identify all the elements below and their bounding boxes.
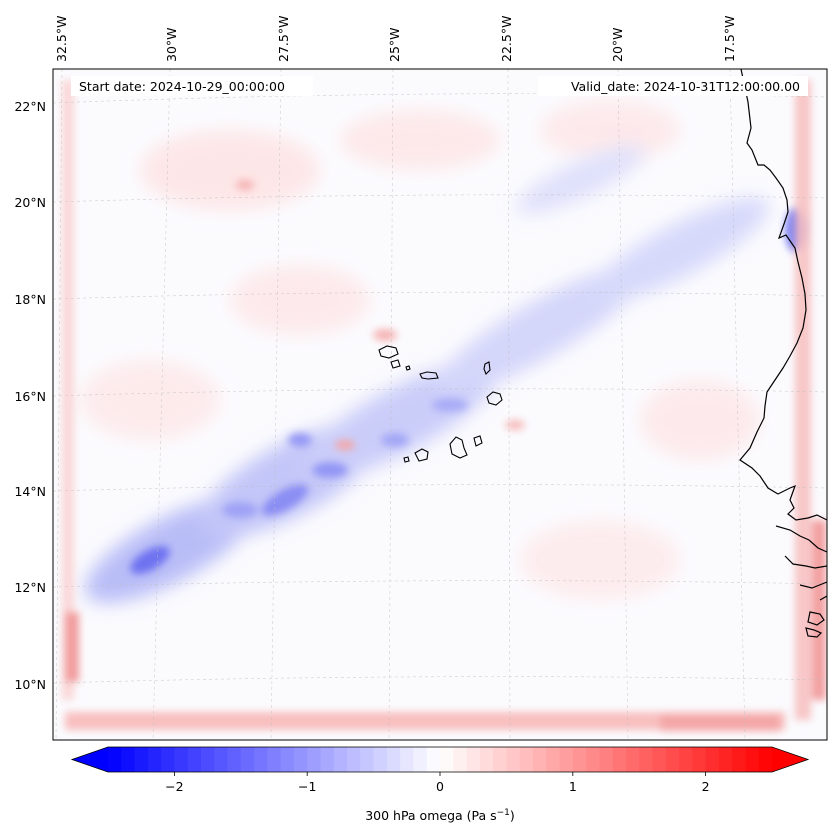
- colorbar-tick-label: −2: [165, 779, 183, 794]
- colorbar-segment: [174, 747, 189, 772]
- colorbar-segment: [732, 747, 746, 772]
- colorbar-extend-max: [772, 747, 808, 772]
- colorbar-outline: [70, 746, 810, 773]
- colorbar-segment: [679, 747, 693, 772]
- colorbar-segment: [267, 747, 282, 772]
- lat-label: 16°N: [14, 389, 46, 404]
- colorbar: −2 −1 0 1 2 300 hPa omega (Pa s−1): [70, 746, 810, 823]
- start-date-text: Start date: 2024-10-29_00:00:00: [79, 79, 285, 94]
- colorbar-segment: [665, 747, 680, 772]
- colorbar-segment: [307, 747, 321, 772]
- lon-label: 27.5°W: [276, 16, 291, 62]
- colorbar-segment: [214, 747, 229, 772]
- lon-label: 30°W: [164, 27, 179, 62]
- colorbar-segment: [360, 747, 375, 772]
- colorbar-segment: [705, 747, 720, 772]
- colorbar-segment: [546, 747, 561, 772]
- colorbar-segment: [745, 747, 760, 772]
- colorbar-segment: [108, 747, 122, 772]
- colorbar-segment: [386, 747, 401, 772]
- colorbar-label: 300 hPa omega (Pa s−1): [365, 808, 515, 823]
- colorbar-segment: [134, 747, 149, 772]
- colorbar-segment: [161, 747, 175, 772]
- colorbar-segment: [187, 747, 202, 772]
- coastline: [739, 69, 827, 638]
- colorbar-segments: [108, 747, 773, 772]
- colorbar-segment: [440, 747, 454, 772]
- lon-label: 25°W: [387, 27, 402, 62]
- colorbar-extend-min: [72, 747, 108, 772]
- colorbar-segment: [532, 747, 547, 772]
- colorbar-segment: [692, 747, 707, 772]
- colorbar-segment: [466, 747, 481, 772]
- start-date-annotation: Start date: 2024-10-29_00:00:00: [71, 76, 313, 96]
- colorbar-segment: [652, 747, 667, 772]
- colorbar-segment: [453, 747, 468, 772]
- colorbar-segment: [347, 747, 361, 772]
- gridlines: [53, 69, 827, 740]
- colorbar-segment: [599, 747, 614, 772]
- lat-label: 18°N: [14, 292, 46, 307]
- omega-field: [62, 80, 826, 731]
- lat-label: 14°N: [14, 484, 46, 499]
- lat-label: 22°N: [14, 99, 46, 114]
- colorbar-segment: [227, 747, 242, 772]
- colorbar-segment: [559, 747, 574, 772]
- colorbar-segment: [200, 747, 215, 772]
- lon-label: 20°W: [610, 27, 625, 62]
- lon-label: 22.5°W: [499, 16, 514, 62]
- valid-date-text: Valid_date: 2024-10-31T12:00:00.00: [571, 79, 800, 94]
- colorbar-segment: [240, 747, 255, 772]
- colorbar-segment: [333, 747, 348, 772]
- colorbar-segment: [254, 747, 268, 772]
- colorbar-segment: [426, 747, 441, 772]
- lat-label: 10°N: [14, 677, 46, 692]
- colorbar-segment: [373, 747, 388, 772]
- valid-date-annotation: Valid_date: 2024-10-31T12:00:00.00: [538, 76, 808, 96]
- colorbar-segment: [718, 747, 733, 772]
- colorbar-segment: [121, 747, 136, 772]
- lat-label: 12°N: [14, 580, 46, 595]
- colorbar-segment: [519, 747, 534, 772]
- colorbar-segment: [479, 747, 494, 772]
- colorbar-segment: [320, 747, 335, 772]
- lat-label: 20°N: [14, 195, 46, 210]
- colorbar-segment: [639, 747, 653, 772]
- colorbar-segment: [612, 747, 627, 772]
- lon-label: 17.5°W: [722, 16, 737, 62]
- cape-verde-islands: [378, 345, 503, 463]
- colorbar-segment: [586, 747, 600, 772]
- colorbar-segment: [572, 747, 587, 772]
- longitude-labels: 32.5°W 30°W 27.5°W 25°W 22.5°W 20°W 17.5…: [54, 16, 737, 62]
- map-panel: Start date: 2024-10-29_00:00:00 Valid_da…: [52, 68, 828, 741]
- map-frame: [52, 68, 828, 741]
- colorbar-ticks: −2 −1 0 1 2: [165, 772, 710, 794]
- colorbar-segment: [506, 747, 521, 772]
- colorbar-segment: [400, 747, 414, 772]
- lon-label: 32.5°W: [54, 16, 69, 62]
- colorbar-segment: [493, 747, 507, 772]
- colorbar-segment: [147, 747, 162, 772]
- colorbar-segment: [293, 747, 308, 772]
- colorbar-segment: [758, 747, 773, 772]
- colorbar-tick-label: 1: [569, 779, 577, 794]
- colorbar-segment: [625, 747, 640, 772]
- colorbar-tick-label: −1: [298, 779, 316, 794]
- colorbar-tick-label: 2: [702, 779, 710, 794]
- colorbar-segment: [280, 747, 295, 772]
- latitude-labels: 22°N 20°N 18°N 16°N 14°N 12°N 10°N: [14, 99, 46, 692]
- colorbar-tick-label: 0: [436, 779, 444, 794]
- colorbar-segment: [413, 747, 428, 772]
